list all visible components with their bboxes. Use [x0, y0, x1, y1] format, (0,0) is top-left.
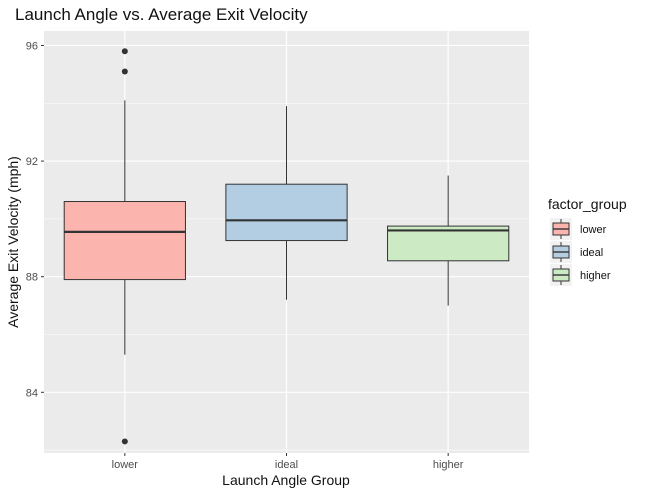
- x-axis-title: Launch Angle Group: [222, 472, 350, 488]
- iqr-box: [225, 183, 348, 242]
- y-axis-title: Average Exit Velocity (mph): [5, 156, 21, 328]
- legend: factor_group lower ideal higher: [548, 196, 627, 286]
- legend-item-ideal: ideal: [550, 241, 603, 263]
- legend-label: lower: [580, 224, 607, 236]
- box-ideal: [225, 106, 348, 300]
- iqr-box: [387, 225, 510, 262]
- x-tick-label: higher: [433, 459, 464, 471]
- iqr-box: [63, 201, 186, 281]
- y-tick-label: 96: [26, 40, 38, 52]
- outlier-point: [121, 48, 128, 55]
- x-tick-label: ideal: [275, 459, 298, 471]
- y-tick-label: 88: [26, 272, 38, 284]
- legend-label: ideal: [580, 247, 603, 259]
- boxes: [63, 48, 510, 445]
- outlier-point: [121, 438, 128, 445]
- legend-item-higher: higher: [550, 264, 611, 286]
- x-axis: lower ideal higher: [112, 453, 464, 471]
- y-axis: 84 88 92 96: [26, 40, 44, 399]
- outlier-point: [121, 68, 128, 75]
- y-tick-label: 92: [26, 156, 38, 168]
- box-lower: [63, 48, 186, 445]
- box-higher: [387, 175, 510, 306]
- legend-label: higher: [580, 270, 611, 282]
- legend-items: lower ideal higher: [550, 218, 611, 286]
- x-tick-label: lower: [112, 459, 139, 471]
- y-tick-label: 84: [26, 387, 38, 399]
- legend-item-lower: lower: [550, 218, 607, 240]
- chart-title: Launch Angle vs. Average Exit Velocity: [15, 5, 308, 24]
- legend-title: factor_group: [548, 196, 627, 212]
